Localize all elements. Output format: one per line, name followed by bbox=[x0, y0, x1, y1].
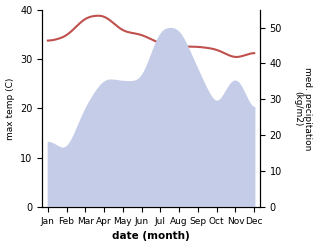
X-axis label: date (month): date (month) bbox=[112, 231, 190, 242]
Y-axis label: max temp (C): max temp (C) bbox=[5, 77, 15, 140]
Y-axis label: med. precipitation
(kg/m2): med. precipitation (kg/m2) bbox=[293, 67, 313, 150]
